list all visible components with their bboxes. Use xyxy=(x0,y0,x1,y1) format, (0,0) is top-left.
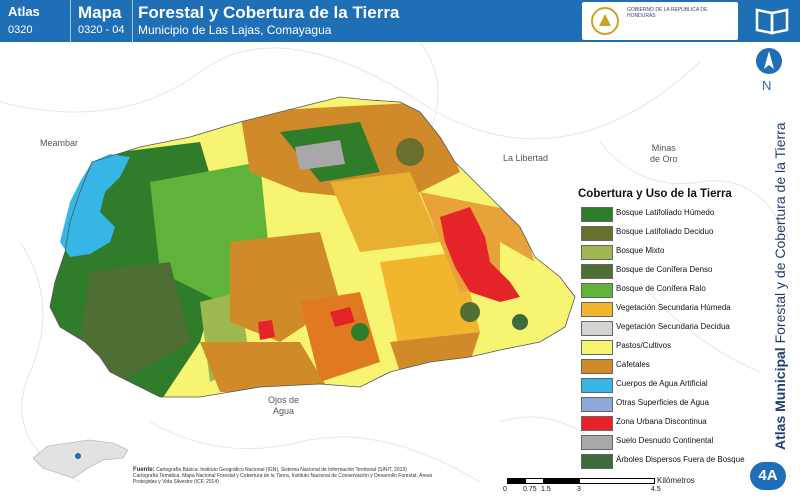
legend: Cobertura y Uso de la Tierra Bosque Lati… xyxy=(578,188,745,472)
legend-swatch xyxy=(581,207,613,222)
legend-label: Zona Urbana Discontinua xyxy=(616,417,707,426)
legend-item: Vegetación Secundaria Decidua xyxy=(578,320,743,339)
scale-tick-label: 3 xyxy=(577,486,581,493)
place-la-libertad: La Libertad xyxy=(503,153,549,163)
legend-label: Pastos/Cultivos xyxy=(616,341,672,350)
legend-swatch xyxy=(581,264,613,279)
water-body xyxy=(60,154,130,257)
header-bar: Atlas 0320 Mapa 0320 - 04 Forestal y Cob… xyxy=(0,0,745,42)
map-block: Mapa 0320 - 04 xyxy=(70,0,133,42)
legend-item: Zona Urbana Discontinua xyxy=(578,415,743,434)
scale-bar: 0 0.75 1.5 3 4.5 Kilómetros xyxy=(503,476,695,498)
place-ojos-de-agua: Ojos de Agua xyxy=(268,395,299,417)
legend-title: Cobertura y Uso de la Tierra xyxy=(578,188,732,200)
place-minas-de-oro: Minas de Oro xyxy=(650,143,678,165)
page-title: Forestal y Cobertura de la Tierra xyxy=(138,3,400,22)
legend-label: Bosque de Conífera Ralo xyxy=(616,284,706,293)
legend-label: Suelo Desnudo Continental xyxy=(616,436,714,445)
legend-label: Bosque de Conífera Denso xyxy=(616,265,713,274)
municipality-boundary xyxy=(49,96,576,398)
legend-label: Vegetación Secundaria Decidua xyxy=(616,322,730,331)
side-title-bold: Atlas Municipal xyxy=(772,347,788,450)
side-title: Atlas Municipal Forestal y de Cobertura … xyxy=(772,80,788,450)
north-label: N xyxy=(762,78,772,93)
legend-label: Árboles Dispersos Fuera de Bosque xyxy=(616,455,745,464)
scale-unit: Kilómetros xyxy=(657,476,695,485)
place-minas-line2: de Oro xyxy=(650,154,678,164)
background-roads xyxy=(0,42,791,483)
legend-swatch xyxy=(581,226,613,241)
location-marker xyxy=(75,453,81,459)
legend-swatch xyxy=(581,245,613,260)
legend-swatch xyxy=(581,283,613,298)
page-badge: 4A xyxy=(750,462,786,490)
legend-swatch xyxy=(581,321,613,336)
legend-item: Vegetación Secundaria Húmeda xyxy=(578,301,743,320)
government-seal-icon xyxy=(591,7,619,35)
legend-swatch xyxy=(581,302,613,317)
north-arrow-icon xyxy=(756,48,782,74)
legend-item: Bosque Latifoliado Húmedo xyxy=(578,206,743,225)
scale-tick-label: 1.5 xyxy=(541,486,551,493)
legend-item: Suelo Desnudo Continental xyxy=(578,434,743,453)
legend-label: Bosque Latifoliado Húmedo xyxy=(616,208,715,217)
side-title-rest: Forestal y de Cobertura de la Tierra xyxy=(772,122,788,348)
legend-label: Bosque Mixto xyxy=(616,246,665,255)
map-code: 0320 - 04 xyxy=(78,24,125,36)
legend-item: Bosque Latifoliado Deciduo xyxy=(578,225,743,244)
legend-item: Otras Superficies de Agua xyxy=(578,396,743,415)
legend-item: Cuerpos de Agua Artificial xyxy=(578,377,743,396)
sources-note: Fuente: Cartografía Básica: Instituto Ge… xyxy=(133,467,433,485)
place-minas-line1: Minas xyxy=(651,143,676,153)
legend-swatch xyxy=(581,416,613,431)
atlas-code: 0320 xyxy=(8,24,33,36)
map-canvas[interactable] xyxy=(0,42,800,500)
legend-swatch xyxy=(581,378,613,393)
legend-item: Cafetales xyxy=(578,358,743,377)
legend-label: Cuerpos de Agua Artificial xyxy=(616,379,708,388)
land-cover-map xyxy=(50,97,575,397)
legend-swatch xyxy=(581,397,613,412)
legend-item: Bosque de Conífera Denso xyxy=(578,263,743,282)
logo-text-gov: GOBIERNO DE LA REPÚBLICA DE HONDURAS xyxy=(627,7,708,19)
legend-item: Bosque Mixto xyxy=(578,244,743,263)
legend-label: Cafetales xyxy=(616,360,650,369)
legend-label: Vegetación Secundaria Húmeda xyxy=(616,303,731,312)
legend-label: Otras Superficies de Agua xyxy=(616,398,709,407)
legend-swatch xyxy=(581,340,613,355)
page-subtitle: Municipio de Las Lajas, Comayagua xyxy=(138,23,332,37)
institution-logos: GOBIERNO DE LA REPÚBLICA DE HONDURAS xyxy=(582,2,738,40)
scale-tick-label: 4.5 xyxy=(651,486,661,493)
sources-line2: Cartografía Temática: Mapa Nacional Fore… xyxy=(133,473,433,485)
atlas-book-icon xyxy=(745,0,800,42)
legend-swatch xyxy=(581,435,613,450)
legend-item: Pastos/Cultivos xyxy=(578,339,743,358)
title-block: Forestal y Cobertura de la Tierra Munici… xyxy=(132,0,572,42)
sources-line1: Cartografía Básica: Instituto Geográfico… xyxy=(156,467,407,473)
atlas-block: Atlas 0320 xyxy=(0,0,71,42)
legend-item: Árboles Dispersos Fuera de Bosque xyxy=(578,453,745,472)
place-meambar: Meambar xyxy=(40,138,79,148)
legend-swatch xyxy=(581,359,613,374)
sources-label: Fuente: xyxy=(133,467,155,473)
legend-swatch xyxy=(581,454,613,469)
place-ojos-line1: Ojos de xyxy=(268,395,300,405)
legend-label: Bosque Latifoliado Deciduo xyxy=(616,227,714,236)
map-label: Mapa xyxy=(78,3,122,22)
locator-inset-map xyxy=(32,439,129,479)
atlas-label: Atlas xyxy=(8,4,40,19)
legend-item: Bosque de Conífera Ralo xyxy=(578,282,743,301)
scale-tick-label: 0 xyxy=(503,486,507,493)
scale-tick-label: 0.75 xyxy=(523,486,537,493)
place-ojos-line2: Agua xyxy=(273,406,295,416)
